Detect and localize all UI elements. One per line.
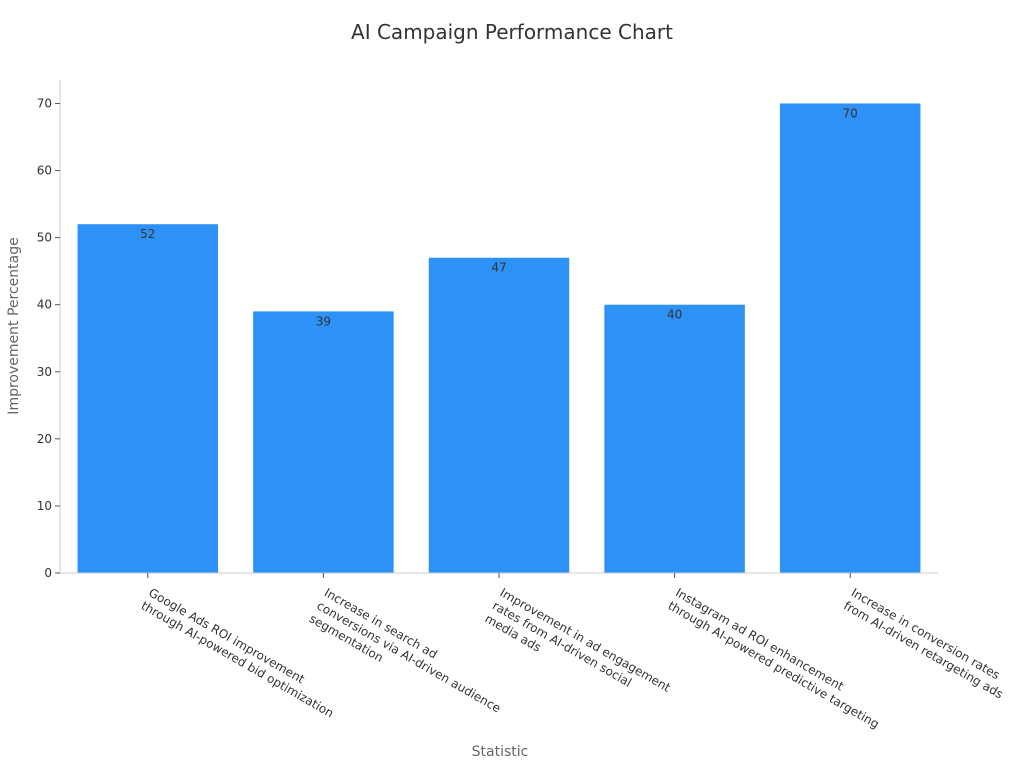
x-tick-label-line: Instagram ad ROI enhancement [673, 585, 846, 693]
bar-value-label: 39 [316, 314, 331, 328]
bar-value-label: 52 [140, 227, 155, 241]
x-tick-label-line: Google Ads ROI improvement [146, 585, 307, 686]
x-axis-title: Statistic [472, 744, 529, 760]
y-tick-label: 20 [37, 432, 52, 446]
bar-value-label: 40 [667, 308, 682, 322]
x-tick-label-line: through AI-powered bid optimization [139, 598, 336, 720]
y-tick-label: 70 [37, 96, 52, 110]
y-tick-label: 30 [37, 365, 52, 379]
x-tick-label-line: through AI-powered predictive targeting [666, 598, 882, 731]
bar [77, 224, 219, 574]
x-axis: Google Ads ROI improvementthrough AI-pow… [60, 572, 1013, 731]
y-tick-label: 0 [44, 566, 52, 580]
bar [779, 103, 921, 573]
x-tick-label-line: conversions via AI-driven audience [314, 598, 503, 715]
bar [604, 304, 745, 573]
x-tick-label-line: rates from AI-driven social [490, 598, 634, 689]
chart-title: AI Campaign Performance Chart [351, 20, 673, 44]
x-tick-label: Increase in conversion ratesfrom AI-driv… [841, 585, 1013, 701]
bar [253, 311, 394, 573]
bar [428, 257, 570, 573]
bars-layer: 52 39 47 40 70 [77, 103, 921, 574]
y-tick-label: 40 [37, 298, 52, 312]
bar-value-label: 47 [491, 261, 506, 275]
y-tick-label: 10 [37, 499, 52, 513]
y-axis: 0 10 20 30 40 50 60 70 [37, 80, 61, 580]
x-tick-label: Google Ads ROI improvementthrough AI-pow… [139, 585, 344, 720]
y-axis-title: Improvement Percentage [6, 237, 22, 414]
bar-value-label: 70 [843, 106, 858, 120]
y-tick-label: 50 [37, 231, 52, 245]
x-tick-label: Increase in search adconversions via AI-… [307, 585, 511, 728]
y-tick-label: 60 [37, 164, 52, 178]
x-tick-label-line: Increase in conversion rates [849, 585, 1003, 682]
x-tick-label-line: from AI-driven retargeting ads [841, 598, 1005, 701]
x-tick-label: Improvement in ad engagementrates from A… [483, 585, 674, 720]
